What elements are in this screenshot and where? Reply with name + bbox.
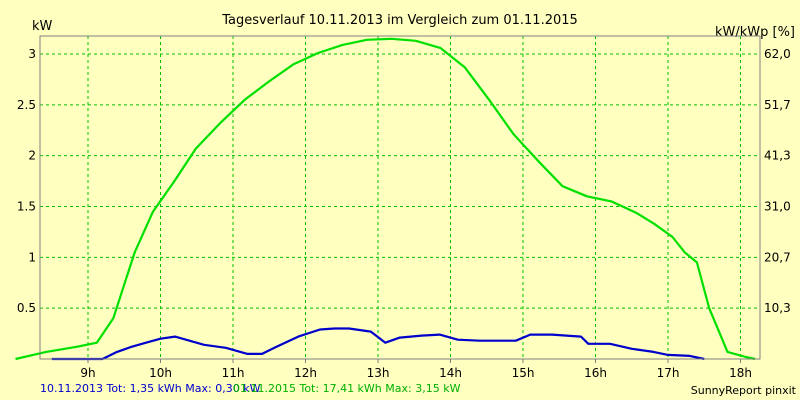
y-left-tick-label: 0.5 — [17, 301, 36, 315]
y-axis-left-ticks: 0.5 1 1.5 2 2.5 3 — [17, 47, 36, 315]
credit-label: SunnyReport pinxit — [691, 384, 797, 397]
series-lines — [15, 37, 756, 361]
y-left-tick-label: 1.5 — [17, 200, 36, 214]
y-right-tick-label: 20,7 — [764, 250, 791, 264]
y-left-tick-label: 2 — [28, 149, 36, 163]
x-tick-label: 16h — [584, 366, 607, 380]
x-tick-label: 17h — [657, 366, 680, 380]
x-axis-ticks: 9h 10h 11h 12h 13h 14h 15h 16h 17h 18h — [80, 359, 752, 380]
x-tick-label: 15h — [512, 366, 535, 380]
x-tick-label: 11h — [222, 366, 245, 380]
y-right-tick-label: 41,3 — [764, 149, 791, 163]
y-axis-right-unit: kW/kWp [%] — [715, 25, 795, 40]
x-tick-label: 18h — [729, 366, 752, 380]
plot-frame — [39, 35, 761, 360]
y-right-tick-label: 51,7 — [764, 98, 791, 112]
series-line-1 — [51, 327, 705, 361]
y-right-tick-label: 31,0 — [764, 200, 791, 214]
y-left-tick-label: 1 — [28, 250, 36, 264]
grid — [40, 36, 760, 359]
series-line-2 — [15, 37, 756, 361]
y-right-tick-label: 10,3 — [764, 301, 791, 315]
x-tick-label: 12h — [294, 366, 317, 380]
y-left-tick-label: 3 — [28, 47, 36, 61]
x-tick-label: 13h — [367, 366, 390, 380]
legend-series-2: 01.11.2015 Tot: 17,41 kWh Max: 3,15 kW — [233, 382, 461, 395]
x-tick-label: 9h — [80, 366, 95, 380]
x-tick-label: 14h — [439, 366, 462, 380]
y-axis-left-unit: kW — [32, 19, 53, 34]
legend-series-1: 10.11.2013 Tot: 1,35 kWh Max: 0,30 kW — [40, 382, 261, 395]
y-axis-right-ticks: 10,3 20,7 31,0 41,3 51,7 62,0 — [764, 47, 791, 315]
y-left-tick-label: 2.5 — [17, 98, 36, 112]
chart-title: Tagesverlauf 10.11.2013 im Vergleich zum… — [221, 13, 578, 28]
x-tick-label: 10h — [149, 366, 172, 380]
y-right-tick-label: 62,0 — [764, 47, 791, 61]
